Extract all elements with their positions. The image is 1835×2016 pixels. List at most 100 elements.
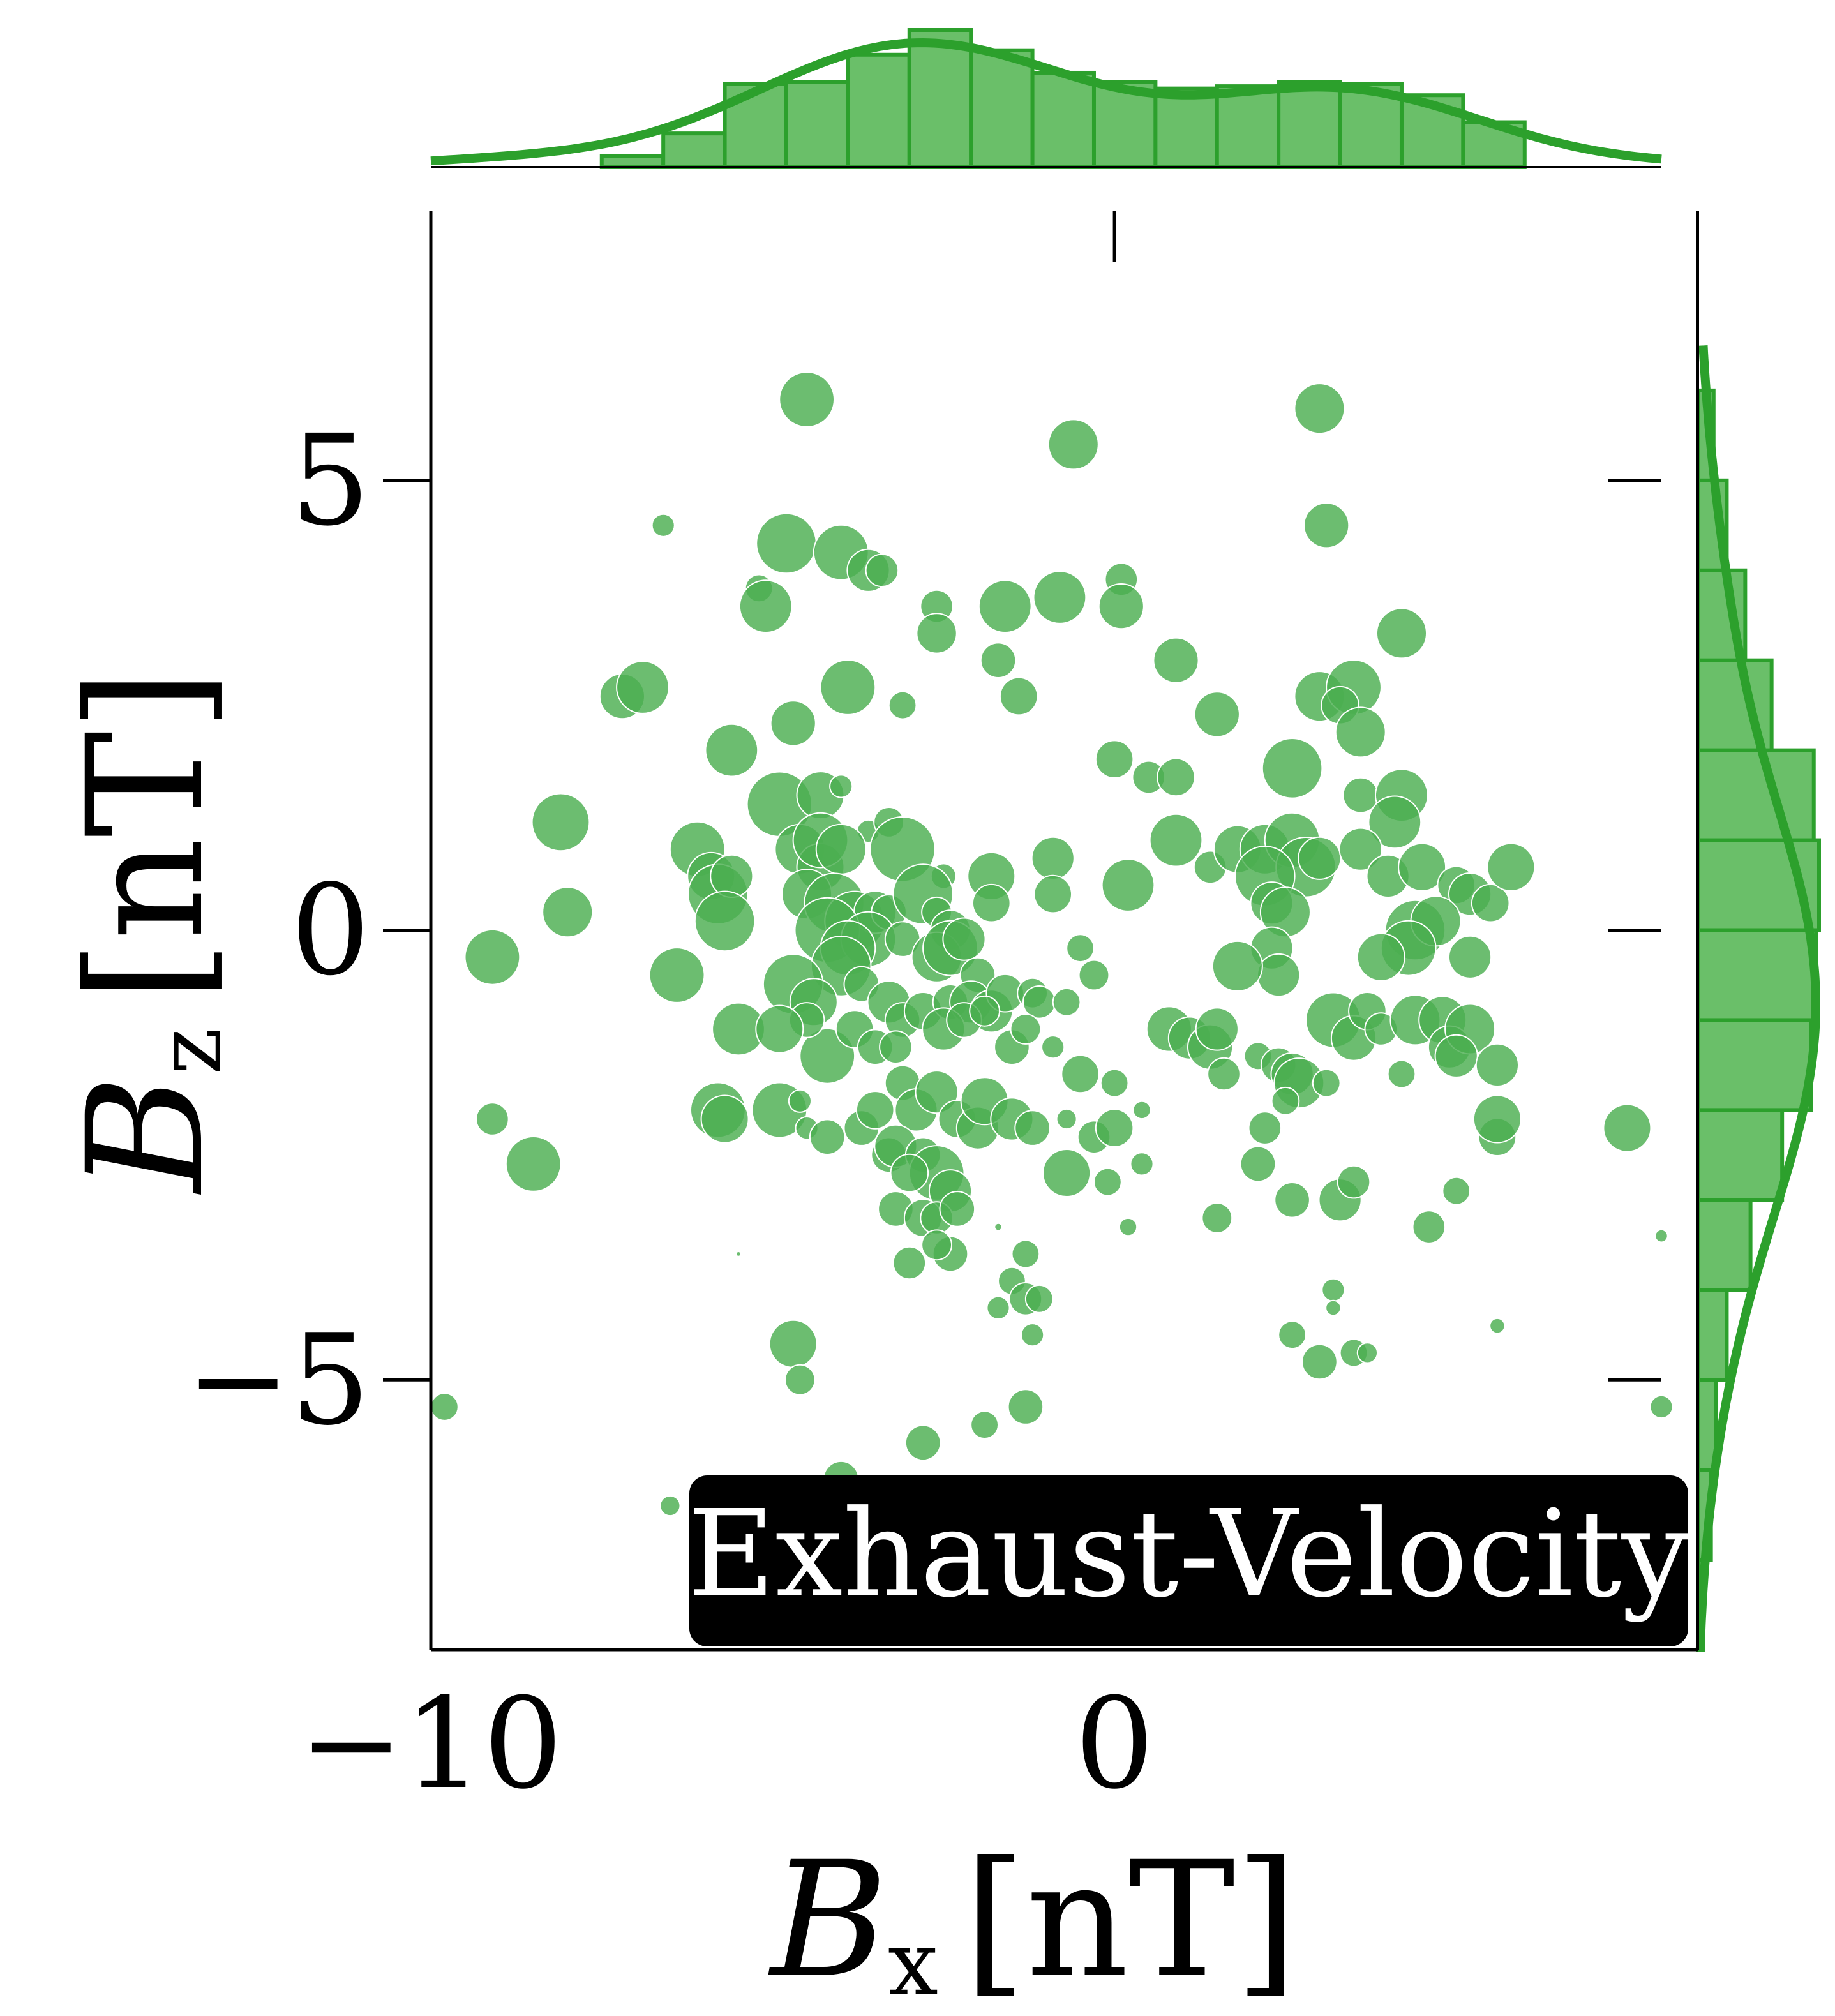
scatter-point [921,1229,952,1261]
scatter-point [1211,940,1263,992]
scatter-point [815,823,867,875]
x-tick-label: 0 [1075,1671,1155,1817]
scatter-point [779,371,835,428]
scatter-point [1132,1100,1151,1120]
top-hist-bar [1030,70,1096,170]
scatter-point [616,661,670,714]
scatter-point [1654,1228,1668,1243]
scatter-point [829,774,853,798]
scatter-point [1298,836,1342,880]
scatter-point [1338,827,1382,871]
scatter-point [1101,858,1155,912]
badge-background [689,1475,1688,1646]
scatter-point [1056,1108,1077,1130]
scatter-point [1100,1068,1129,1098]
scatter-point [986,1295,1010,1320]
top-hist-bar [1215,84,1281,170]
scatter-point [888,691,917,720]
scatter-point [1368,795,1422,849]
x-axis-label: Bx [nT] [768,1827,1298,2016]
scatter-point [755,1004,804,1054]
scatter-point [855,1091,895,1130]
top-hist-bar [599,154,666,169]
scatter-point [1278,1320,1307,1350]
scatter-point [694,890,756,952]
scatter-point [768,1319,818,1368]
scatter-point [738,579,793,633]
scatter-point [1271,1086,1300,1116]
scatter-point [1356,1342,1378,1364]
scatter-point [1201,1202,1233,1234]
scatter-point [1157,758,1195,797]
scatter-point [1033,571,1087,624]
scatter-point [430,1393,459,1421]
scatter-point [1042,1149,1091,1197]
scatter-point [1041,1035,1065,1059]
scatter-point [865,553,899,588]
scatter-point [1257,953,1301,997]
top-kde-line [430,38,1662,166]
right-marginal-histogram [1695,345,1821,1652]
scatter-point [904,1424,941,1461]
scatter-point [1337,1165,1371,1199]
y-tick-label: −5 [186,1308,370,1453]
right-hist-bar [1696,1108,1785,1202]
scatter-point [972,883,1011,923]
y-tick-label: 5 [290,408,370,554]
scatter-point [1010,1013,1042,1045]
scatter-point [1294,383,1345,435]
scatter-point [1095,740,1134,779]
scatter-point [978,579,1032,633]
scatter-point [1434,1034,1478,1078]
scatter-point [1047,419,1099,470]
scatter-point [1321,1278,1345,1302]
scatter-point [1031,836,1075,880]
scatter-point [1098,583,1144,630]
scatter-point [464,929,521,985]
scatter-point [1325,1299,1342,1317]
scatter-point [1061,1054,1100,1094]
scatter-point [1471,883,1510,923]
scatter-point [770,700,816,747]
scatter-point [1376,608,1427,659]
top-hist-bar [846,52,911,169]
scatter-point [1356,932,1405,982]
scatter-point [1248,1111,1282,1145]
scatter-point [1475,1043,1519,1087]
scatter-point [1398,842,1447,892]
scatter-point [784,1364,816,1396]
scatter-point [1303,502,1350,549]
right-hist-bar [1696,748,1816,842]
top-marginal-histogram [430,28,1662,170]
scatter-point [890,1153,929,1193]
scatter-point [1207,1057,1241,1091]
scatter-point [1021,1323,1045,1347]
scatter-point [1487,842,1536,892]
scatter-point [1335,706,1386,758]
scatter-point [1095,1109,1134,1147]
scatter-point [531,793,590,852]
top-hist-bar [1153,86,1219,169]
y-axis-label: Bz[nT] [53,669,242,1195]
top-hist-bar [907,28,973,169]
right-kde-line [1695,345,1821,1650]
scatter-point [1312,1068,1341,1098]
scatter-point [1078,959,1110,991]
right-hist-bar [1696,1018,1813,1112]
top-hist-bar [784,80,850,169]
scatter-point [1603,1103,1652,1153]
scatter-point [1261,738,1323,799]
scatter-point [1093,1167,1122,1197]
scatter-point [1149,813,1203,867]
scatter-point [1649,1394,1674,1419]
scatter-point [1052,987,1081,1017]
scatter-point [1118,1217,1138,1237]
scatter-point [879,1030,913,1064]
scatter-point [1011,1239,1040,1269]
scatter-point [735,1251,742,1257]
scatter-point [659,1495,681,1517]
scatter-point [939,1191,976,1227]
scatter-point [700,1094,749,1144]
scatter-point [542,886,594,938]
